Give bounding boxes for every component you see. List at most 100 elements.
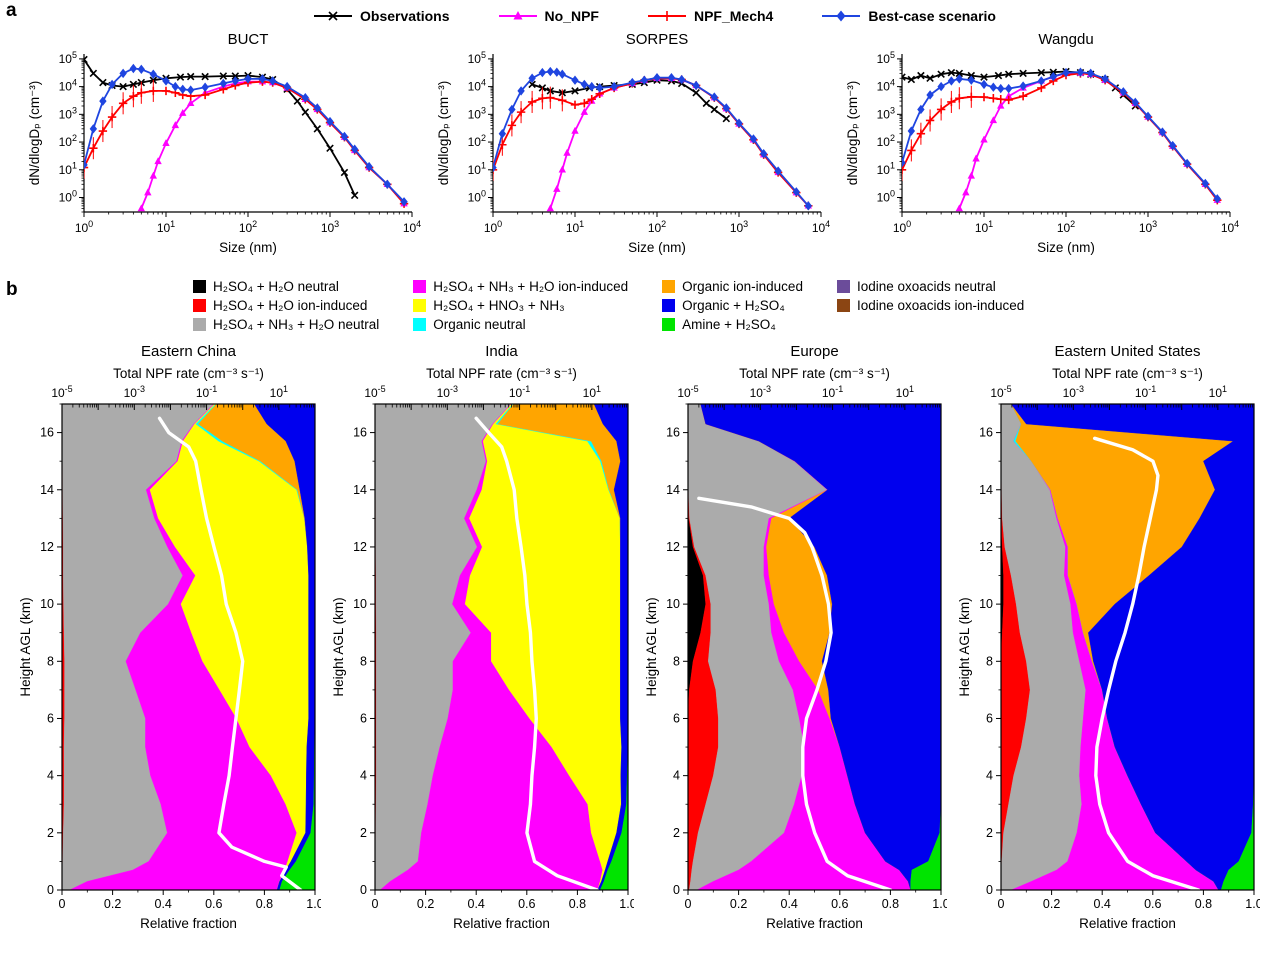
svg-text:Height AGL (km): Height AGL (km) [331,597,346,696]
svg-text:8: 8 [986,654,993,668]
chart-buct: BUCT dN/dlogDₚ (cm⁻³) Size (nm) 100 101 102 10… [26,30,421,267]
svg-text:Size (nm): Size (nm) [219,240,277,255]
svg-text:0.4: 0.4 [155,897,172,911]
svg-text:dN/dlogDₚ (cm⁻³): dN/dlogDₚ (cm⁻³) [845,81,860,185]
svg-text:8: 8 [673,654,680,668]
svg-text:100: 100 [893,219,911,235]
svg-text:Height AGL (km): Height AGL (km) [644,597,659,696]
legend-label: NPF_Mech4 [693,8,774,24]
svg-text:0: 0 [986,883,993,897]
svg-text:103: 103 [1139,219,1157,235]
svg-text:6: 6 [673,711,680,725]
svg-text:4: 4 [360,769,367,783]
svg-text:16: 16 [40,426,54,440]
panel-a-legend: Observations No_NPF NPF_Mech4 Best-case sce… [40,4,1269,28]
legend-label: H₂SO₄ + H₂O ion-induced [213,298,368,313]
svg-text:1.0: 1.0 [306,897,321,911]
legend-item-organic-neutral: Organic neutral [413,317,628,332]
svg-text:103: 103 [730,219,748,235]
svg-text:Relative fraction: Relative fraction [766,916,863,931]
svg-text:10-5: 10-5 [677,384,698,400]
legend-column: H₂SO₄ + NH₃ + H₂O ion-induced H₂SO₄ + HNO… [413,279,628,332]
legend-column: Organic ion-induced Organic + H₂SO₄ Amine … [662,279,803,332]
svg-text:105: 105 [468,50,486,66]
legend-item-npf-mech4: NPF_Mech4 [647,8,773,24]
svg-text:10-5: 10-5 [364,384,385,400]
svg-text:1.0: 1.0 [619,897,634,911]
svg-text:102: 102 [468,133,486,149]
legend-label: Amine + H₂SO₄ [682,317,776,332]
svg-text:Total NPF rate (cm⁻³ s⁻¹): Total NPF rate (cm⁻³ s⁻¹) [739,366,890,381]
legend-label: Best-case scenario [868,8,996,24]
svg-text:Size (nm): Size (nm) [628,240,686,255]
svg-text:103: 103 [321,219,339,235]
svg-text:0.6: 0.6 [518,897,535,911]
svg-text:10-1: 10-1 [822,384,843,400]
svg-text:6: 6 [360,711,367,725]
svg-text:12: 12 [979,540,993,554]
chart-india: India Total NPF rate (cm⁻³ s⁻¹) 10-5 10-3 10… [331,340,637,957]
svg-text:10-1: 10-1 [196,384,217,400]
svg-text:0: 0 [47,883,54,897]
svg-text:2: 2 [673,826,680,840]
svg-text:0.8: 0.8 [569,897,586,911]
svg-text:101: 101 [583,384,601,400]
svg-text:16: 16 [666,426,680,440]
svg-text:105: 105 [59,50,77,66]
best-case-scenario-sample-icon [822,10,861,22]
svg-text:101: 101 [975,219,993,235]
svg-text:105: 105 [877,50,895,66]
svg-text:Europe: Europe [790,343,838,360]
svg-text:10-3: 10-3 [124,384,145,400]
svg-text:0: 0 [685,897,692,911]
svg-text:14: 14 [40,483,54,497]
chart-eastern-china: Eastern China Total NPF rate (cm⁻³ s⁻¹) 10… [18,340,324,957]
svg-text:BUCT: BUCT [228,31,269,48]
svg-text:Height AGL (km): Height AGL (km) [18,597,33,696]
svg-text:6: 6 [47,711,54,725]
svg-text:103: 103 [468,105,486,121]
svg-text:101: 101 [566,219,584,235]
svg-text:14: 14 [666,483,680,497]
panel-b-charts: Eastern China Total NPF rate (cm⁻³ s⁻¹) 10… [0,340,1269,957]
svg-text:Relative fraction: Relative fraction [1079,916,1176,931]
svg-text:Wangdu: Wangdu [1038,31,1093,48]
svg-text:101: 101 [270,384,288,400]
svg-text:0: 0 [59,897,66,911]
svg-text:Eastern United States: Eastern United States [1055,343,1201,360]
legend-item-h-so-h-o-neutral: H₂SO₄ + H₂O neutral [193,279,379,294]
svg-text:Total NPF rate (cm⁻³ s⁻¹): Total NPF rate (cm⁻³ s⁻¹) [1052,366,1203,381]
legend-swatch-icon [413,318,427,331]
observations-sample-icon [314,11,353,21]
legend-label: Observations [360,8,450,24]
svg-text:8: 8 [47,654,54,668]
svg-text:0.2: 0.2 [417,897,434,911]
panel-a: a Observations No_NPF NPF_Mech4 Best-case s… [0,0,1269,267]
legend-swatch-icon [662,299,676,312]
svg-text:101: 101 [1209,384,1227,400]
legend-swatch-icon [413,280,427,293]
svg-text:104: 104 [403,219,421,235]
svg-text:0.2: 0.2 [1043,897,1060,911]
svg-text:0: 0 [673,883,680,897]
legend-item-observations: Observations [313,8,450,24]
legend-item-h-so-hno-nh: H₂SO₄ + HNO₃ + NH₃ [413,298,628,313]
legend-swatch-icon [193,280,206,293]
legend-label: Iodine oxoacids neutral [856,279,996,294]
legend-label: H₂SO₄ + NH₃ + H₂O ion-induced [433,279,629,294]
svg-text:0.6: 0.6 [205,897,222,911]
svg-text:10-5: 10-5 [990,384,1011,400]
legend-label: H₂SO₄ + H₂O neutral [213,279,339,294]
svg-text:14: 14 [353,483,367,497]
svg-text:Eastern China: Eastern China [141,343,237,360]
svg-text:101: 101 [157,219,175,235]
svg-text:10-1: 10-1 [509,384,530,400]
legend-column: Iodine oxoacids neutral Iodine oxoacids i… [836,279,1024,332]
svg-text:104: 104 [59,78,77,94]
svg-text:2: 2 [47,826,54,840]
svg-text:102: 102 [59,133,77,149]
svg-text:10: 10 [666,597,680,611]
legend-swatch-icon [836,299,850,312]
legend-item-h-so-nh-h-o-neutral: H₂SO₄ + NH₃ + H₂O neutral [193,317,379,332]
stacked-chart-eastern-china-svg: Eastern China Total NPF rate (cm⁻³ s⁻¹) 10… [18,343,324,931]
